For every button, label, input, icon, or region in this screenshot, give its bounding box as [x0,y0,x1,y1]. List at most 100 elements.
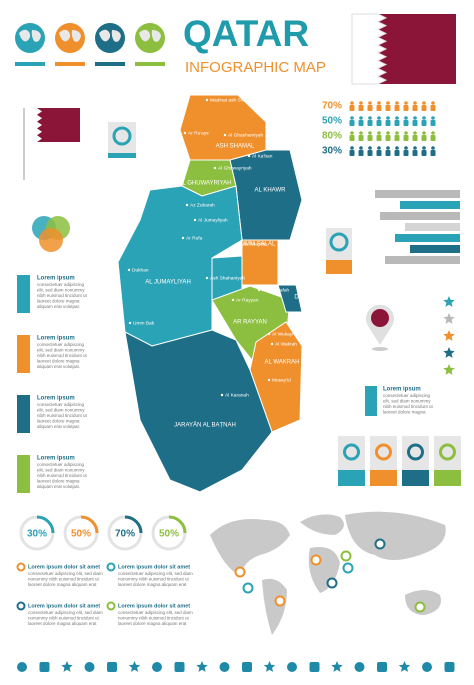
person-head [377,116,381,120]
note-bar [17,335,30,373]
person-body [358,105,364,111]
region-label: AL WAKRAH [265,360,300,366]
world-land [345,511,446,560]
star [443,364,455,375]
ui-icon [39,662,50,672]
note-text: consectetuer adipiscing [37,402,85,407]
note-text: elit, sed diam nonummy [37,348,85,353]
note-bar [365,386,377,416]
item-text: nonummy nibh euismod tincidunt ut [28,616,100,621]
icon-box-foot [370,470,397,486]
place-label: Al Karanah [225,392,249,398]
star [263,661,276,672]
note-title: Lorem ipsum [37,396,75,402]
person-head [422,101,426,105]
place-label: Al Wukayr [272,331,294,337]
person-head [359,146,363,150]
person-body [376,105,382,111]
place-dot [205,98,209,102]
person-head [413,116,417,120]
person-body [349,135,355,141]
globe-land [139,29,161,42]
person-head [377,101,381,105]
person-head [431,116,435,120]
stat-label: 70% [322,101,342,112]
icon-ring [407,443,424,461]
note-text: consectetuer adipiscing [37,282,85,287]
note-text: laoreet dolore magna [37,299,80,304]
icon-box-foot [338,470,365,486]
person-body [385,105,391,111]
person-head [431,146,435,150]
note-text: elit, sed diam nonummy [37,408,85,413]
icon-ring [439,443,456,461]
person-head [404,131,408,135]
deco-bar [395,234,460,242]
deco-bar [380,212,460,220]
star [443,313,455,324]
place-label: Al Gharrafah [262,287,290,293]
person-body [349,120,355,126]
ring-label: 50% [159,529,179,540]
region-label: UMM SALAL [241,242,276,248]
place-label: Al Jumayliyah [198,217,228,223]
ui-icon [287,662,297,672]
pin-flag [371,309,389,327]
person-head [404,116,408,120]
star [196,661,208,672]
note-text: elit, sed diam nonummy [383,399,431,404]
flag-white [351,13,388,85]
person-body [412,150,418,156]
place-dot [181,236,185,240]
person-body [403,105,409,111]
ring-arc [36,515,55,534]
person-body [358,135,364,141]
person-body [403,150,409,156]
place-dot [267,378,271,382]
icon-box-foot [108,153,136,158]
person-head [395,101,399,105]
person-body [349,105,355,111]
place-label: Az Zubarah [190,202,215,208]
ring-arc [168,515,187,534]
globe-land [19,29,41,42]
item-dot [106,562,116,572]
note-text: nibh euismod tincidunt ut [383,404,434,409]
note-text: nibh euismod tincidunt ut [37,473,88,478]
ui-icon [309,662,320,672]
person-head [386,101,390,105]
star [61,661,73,672]
person-head [386,146,390,150]
ring-label: 50% [71,529,91,540]
region-label: AL GHUWAYRIYAH [178,181,231,187]
person-body [358,120,364,126]
person-head [395,146,399,150]
person-body [430,120,436,126]
world-marker [340,550,352,562]
deco-bar [400,201,460,209]
deco-bar [385,256,460,264]
person-head [368,131,372,135]
pin-shadow [372,347,388,351]
person-head [377,146,381,150]
globe-bar [15,62,45,66]
note-text: laoreet dolore magna [37,419,80,424]
person-head [431,101,435,105]
region-label: AL JUMAYLIYAH [145,280,191,286]
globe-bar [95,62,125,66]
ring-label: 70% [115,529,135,540]
region-label: AL KHAWR [255,188,287,194]
deco-bar [405,223,460,231]
person-body [367,150,373,156]
item-dot [106,601,116,611]
note-text: laoreet dolore magna [383,410,426,415]
place-dot [183,131,187,135]
place-label: Ar Ru'ays [188,130,209,136]
world-marker [310,554,322,566]
person-body [376,120,382,126]
person-body [421,120,427,126]
place-label: Abu Thaylah [240,241,267,247]
place-dot [231,298,235,302]
item-dot [16,562,26,572]
person-head [404,101,408,105]
